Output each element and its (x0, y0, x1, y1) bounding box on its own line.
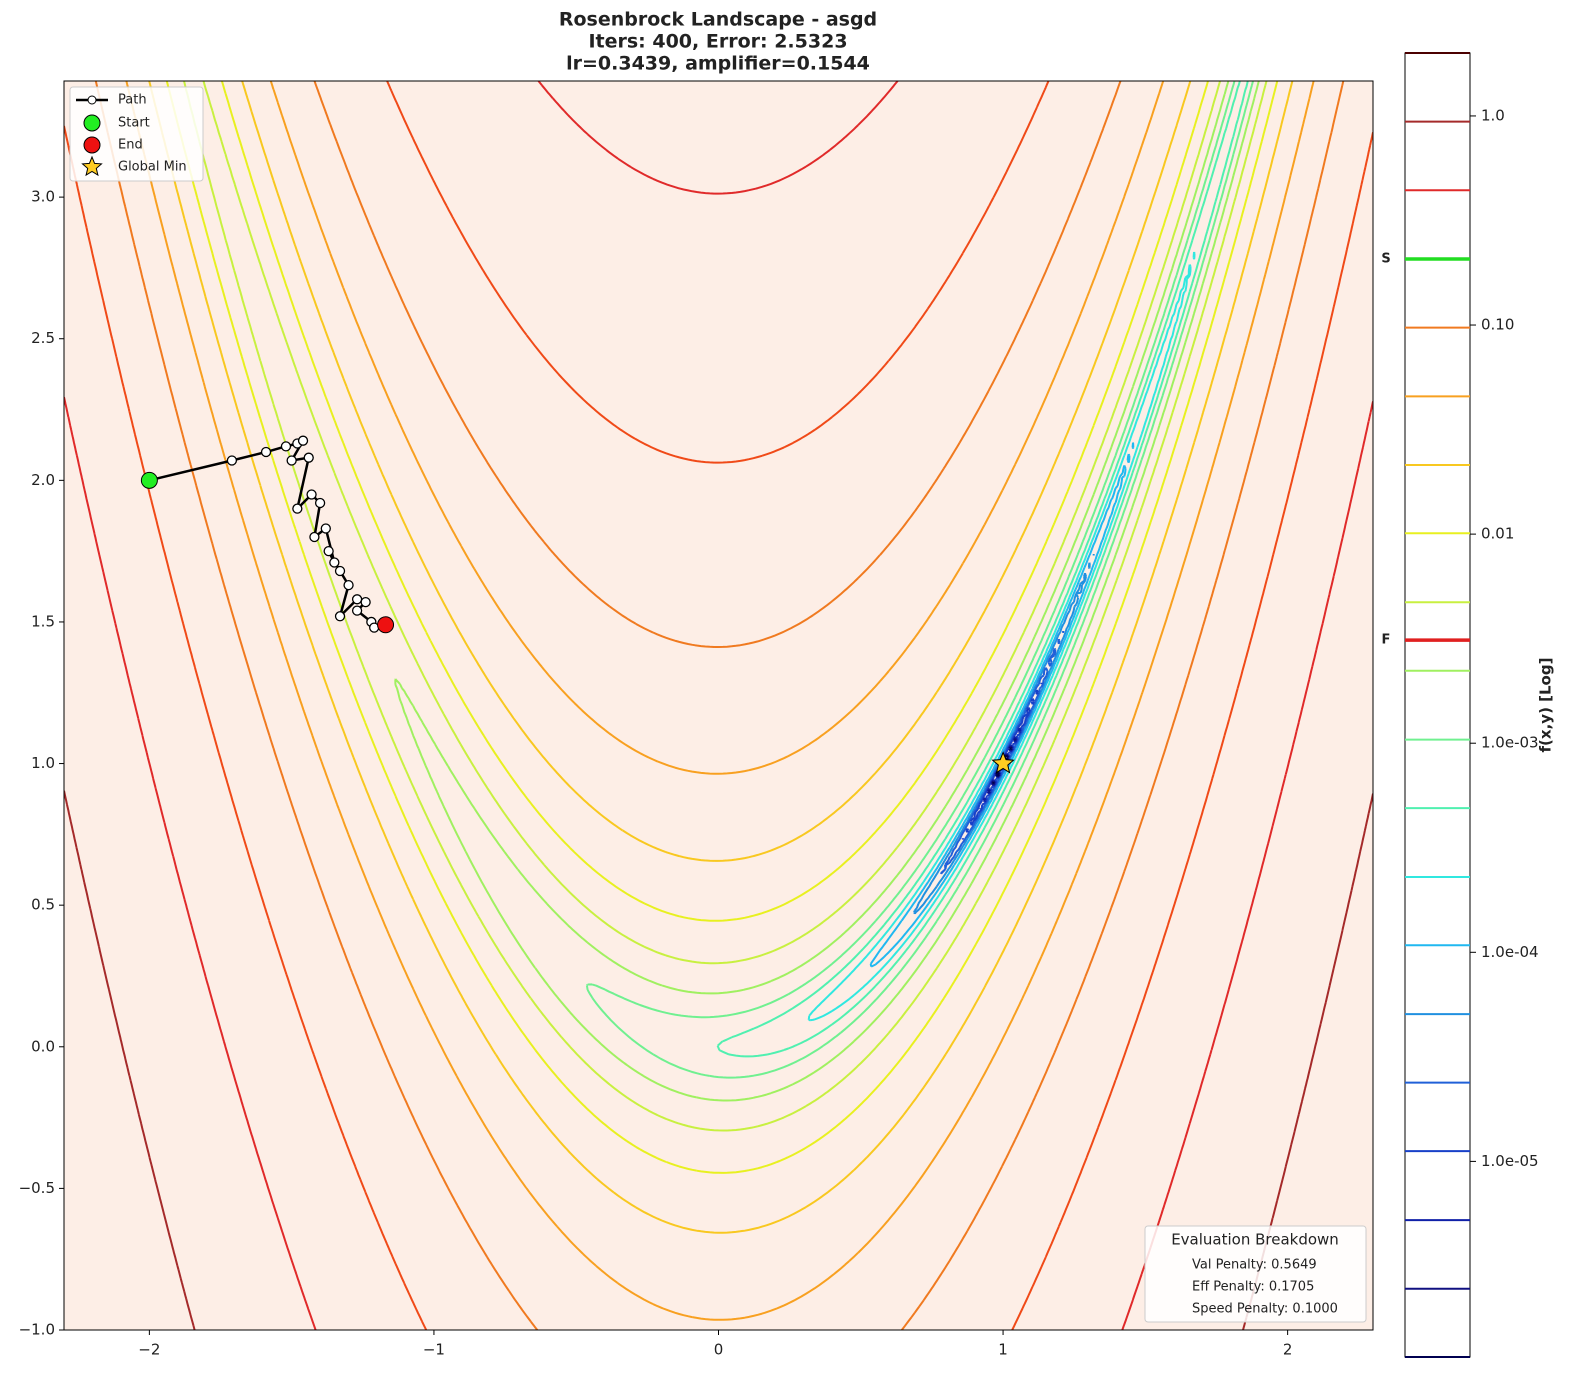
y-tick-label: 2.5 (31, 329, 55, 347)
path-point (360, 596, 371, 608)
path-point (260, 446, 272, 458)
contour-line (94, 81, 1345, 1330)
contour-line (125, 81, 1315, 1321)
legend (69, 86, 204, 182)
colorbar-marker-label: F (1382, 633, 1391, 648)
contours (64, 81, 1373, 1330)
colorbar-tick-label: 1.0e-05 (1481, 1152, 1539, 1170)
y-tick-label: 0.0 (31, 1037, 55, 1055)
legend-label: Start (118, 116, 150, 131)
contour-line (148, 81, 1294, 1234)
y-tick-label: 2.0 (31, 471, 55, 489)
colorbar-marker-label: S (1381, 251, 1390, 266)
legend-swatch (87, 95, 97, 105)
colorbar-tick-label: 1.0e-03 (1481, 734, 1539, 752)
path-point (323, 545, 334, 557)
plot-background (64, 81, 1373, 1330)
global-min (991, 751, 1015, 774)
legend-label: End (118, 138, 143, 153)
path-point (292, 503, 303, 514)
path-point (226, 455, 238, 466)
colorbar (1404, 52, 1471, 1358)
contour-line (165, 81, 1279, 1174)
path-point (334, 611, 346, 622)
path-point (351, 594, 363, 605)
path-point (286, 455, 297, 466)
chart-title: Iters: 400, Error: 2.5323 (588, 31, 847, 53)
legend-swatch (81, 155, 103, 177)
end-point (377, 616, 395, 634)
y-tick-label: −0.5 (19, 1179, 55, 1197)
x-tick-label: −1 (423, 1341, 445, 1359)
contour-line (64, 790, 1373, 1330)
y-tick-label: 1.0 (31, 754, 55, 772)
legend-label: Path (118, 93, 147, 108)
colorbar-label: f(x,y) [Log] (1537, 658, 1555, 753)
colorbar-tick-label: 1.0e-04 (1481, 943, 1539, 961)
legend-label: Global Min (118, 160, 187, 175)
breakdown-line: Val Penalty: 0.5649 (1192, 1258, 1317, 1273)
path-point (343, 579, 354, 591)
breakdown-title: Evaluation Breakdown (1171, 1231, 1339, 1249)
contour-line (807, 251, 1196, 1022)
contour-line (394, 81, 1260, 1102)
path-point (351, 605, 363, 616)
path-point (314, 497, 326, 509)
chart-title: Rosenbrock Landscape - asgd (559, 9, 877, 31)
chart-title: lr=0.3439, amplifier=0.1544 (566, 53, 870, 75)
colorbar-tick-label: 0.01 (1481, 525, 1514, 543)
breakdown-box (1144, 1225, 1367, 1323)
contour-line (64, 81, 1373, 1330)
path-point (320, 523, 331, 534)
legend-swatch (83, 114, 101, 132)
legend-swatch (83, 136, 101, 154)
x-tick-label: −2 (138, 1341, 160, 1359)
contour-line (716, 81, 1249, 1058)
path-point (280, 441, 292, 452)
breakdown-line: Speed Penalty: 0.1000 (1192, 1302, 1338, 1317)
contour-line (585, 81, 1254, 1079)
colorbar-tick-label: 0.10 (1481, 316, 1514, 334)
path-point (309, 531, 320, 543)
colorbar-tick-label: 1.0 (1481, 106, 1505, 124)
x-tick-label: 0 (714, 1341, 724, 1359)
start-point (140, 471, 158, 489)
path-point (334, 565, 346, 577)
path-point (306, 489, 317, 500)
y-tick-label: 3.0 (31, 188, 55, 206)
x-tick-label: 2 (1283, 1341, 1293, 1359)
y-tick-label: 0.5 (31, 896, 55, 914)
path-point (329, 557, 340, 568)
path-point (303, 452, 314, 463)
breakdown-line: Eff Penalty: 0.1705 (1192, 1280, 1314, 1295)
y-tick-label: 1.5 (31, 612, 55, 630)
contour-line (64, 81, 1373, 1330)
x-tick-label: 1 (998, 1341, 1008, 1359)
path-point (297, 435, 309, 446)
contour-line (869, 442, 1135, 968)
y-tick-label: −1.0 (19, 1321, 55, 1339)
